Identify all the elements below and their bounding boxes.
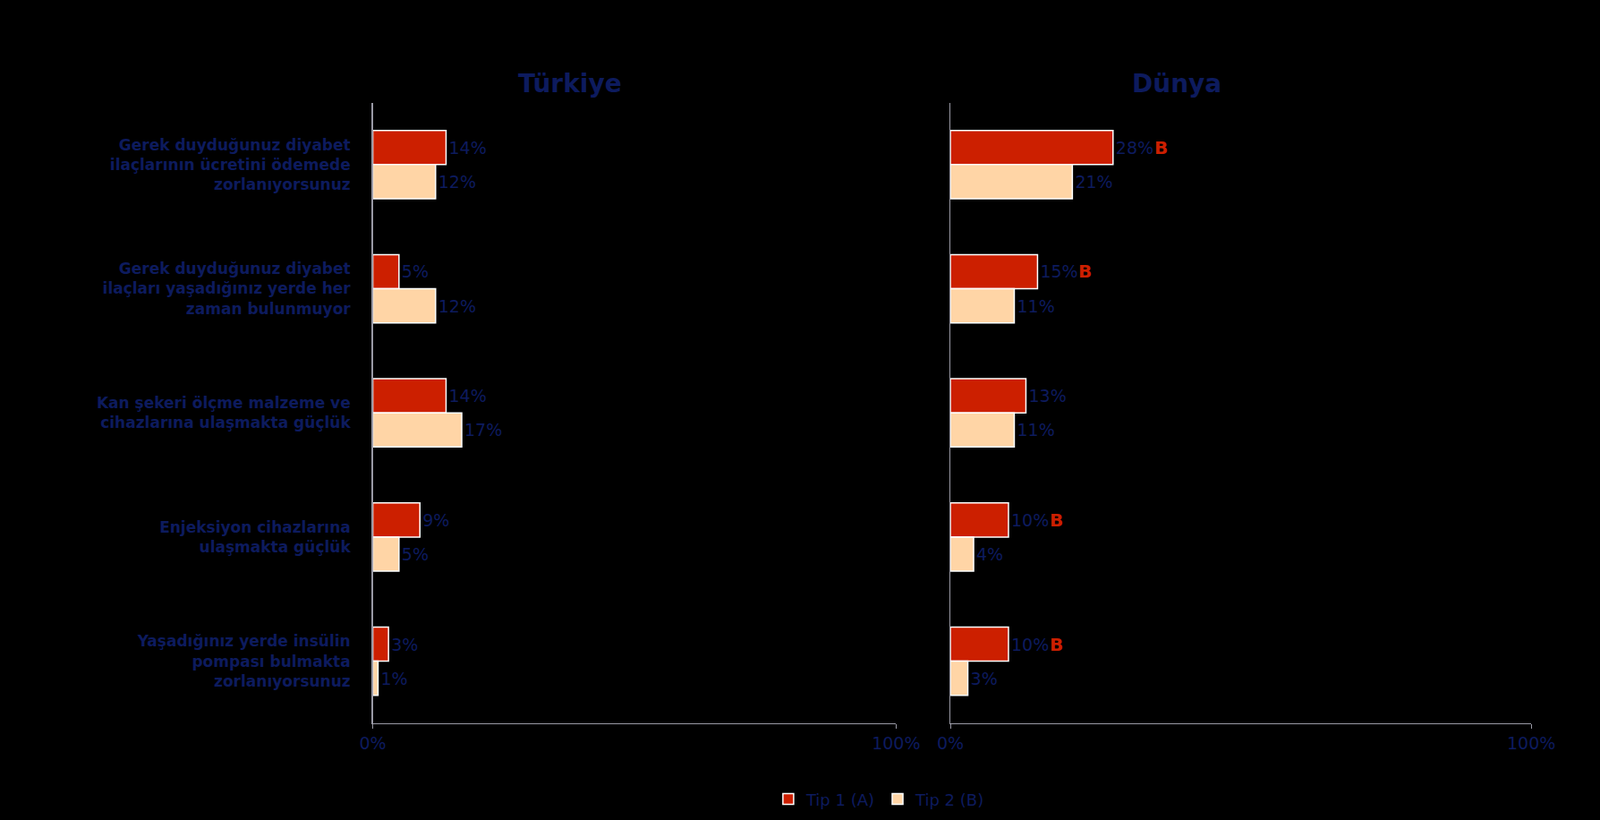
svg-text:Tip 1 (A): Tip 1 (A) (805, 790, 875, 809)
svg-text:Yaşadığınız yerde insülinpompa: Yaşadığınız yerde insülinpompası bulmakt… (136, 631, 351, 690)
svg-text:B: B (1078, 260, 1092, 282)
svg-text:15%: 15% (1039, 261, 1078, 281)
svg-text:21%: 21% (1074, 171, 1113, 192)
svg-text:14%: 14% (448, 137, 486, 158)
svg-text:100%: 100% (871, 732, 920, 753)
svg-text:12%: 12% (438, 296, 477, 316)
svg-text:0%: 0% (936, 732, 964, 753)
svg-text:100%: 100% (1506, 732, 1556, 753)
svg-text:Dünya: Dünya (1131, 68, 1222, 99)
svg-text:B: B (1154, 136, 1168, 159)
svg-text:10%: 10% (1011, 634, 1049, 655)
svg-text:28%: 28% (1115, 137, 1154, 158)
svg-text:Gerek duyduğunuz diyabetilaçla: Gerek duyduğunuz diyabetilaçları yaşadığ… (102, 259, 352, 317)
svg-text:Türkiye: Türkiye (518, 68, 622, 99)
svg-text:9%: 9% (422, 510, 450, 530)
svg-text:0%: 0% (359, 732, 387, 753)
svg-text:13%: 13% (1028, 385, 1066, 406)
svg-text:B: B (1049, 509, 1064, 531)
svg-text:3%: 3% (391, 634, 418, 655)
svg-text:Enjeksiyon cihazlarınaulaşmakt: Enjeksiyon cihazlarınaulaşmakta güçlük (159, 518, 351, 556)
svg-text:12%: 12% (438, 171, 477, 192)
svg-text:Gerek duyduğunuz diyabetilaçla: Gerek duyduğunuz diyabetilaçlarının ücre… (110, 136, 351, 194)
svg-text:10%: 10% (1011, 510, 1049, 530)
svg-text:B: B (1049, 633, 1064, 656)
svg-text:4%: 4% (976, 544, 1004, 564)
svg-text:Kan şekeri ölçme malzeme vecih: Kan şekeri ölçme malzeme vecihazlarına u… (96, 393, 351, 432)
svg-text:5%: 5% (401, 261, 429, 281)
svg-text:17%: 17% (464, 419, 503, 440)
svg-text:11%: 11% (1016, 296, 1055, 316)
svg-text:1%: 1% (380, 668, 408, 689)
svg-text:3%: 3% (970, 668, 998, 689)
svg-text:11%: 11% (1016, 419, 1055, 440)
svg-text:14%: 14% (448, 385, 486, 406)
svg-text:Tip 2 (B): Tip 2 (B) (914, 790, 984, 809)
svg-text:5%: 5% (401, 544, 429, 564)
